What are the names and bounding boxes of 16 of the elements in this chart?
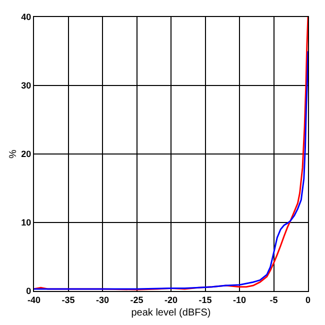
x-tick-label: 0 (305, 294, 311, 305)
y-tick-label: 30 (21, 80, 32, 91)
x-axis-title: peak level (dBFS) (131, 307, 211, 318)
x-tick-label: -5 (270, 294, 278, 305)
x-tick-label: -35 (62, 294, 75, 305)
x-tick-label: -40 (27, 294, 41, 305)
x-tick-label: -20 (164, 294, 178, 305)
y-tick-label: 20 (21, 149, 32, 160)
y-axis-title: % (8, 149, 20, 158)
y-tick-label: 0 (26, 286, 32, 296)
y-tick-label: 10 (21, 218, 32, 228)
y-tick-label: 40 (21, 12, 32, 22)
x-tick-label: -30 (96, 294, 110, 305)
x-tick-label: -25 (130, 294, 144, 305)
x-tick-label: -10 (232, 294, 246, 305)
x-tick-label: -15 (198, 294, 212, 305)
